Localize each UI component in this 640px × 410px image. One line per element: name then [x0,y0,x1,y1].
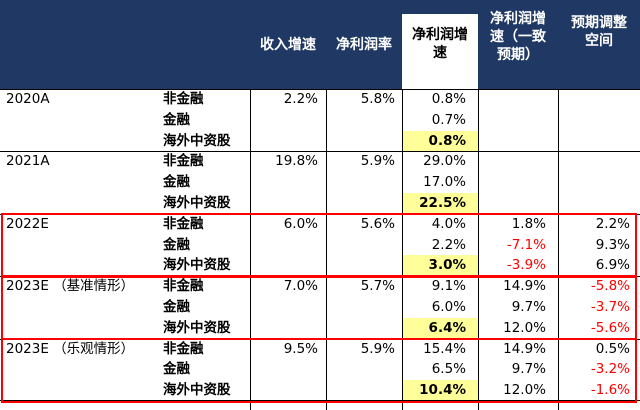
table-bottom [0,400,640,401]
value-cell: -3.7% [590,299,630,315]
header-line: 预期调整 [571,15,627,31]
value-cell: 29.0% [423,153,466,169]
value-cell: -3.2% [590,361,630,377]
header-adjustment-space: 预期调整 空间 [558,14,640,50]
header-line: 速（一致 [490,29,546,45]
row-label: 非金融 [163,341,204,357]
header-line: 净利润率 [336,37,392,53]
forecast-group-box [1,338,637,403]
header-line: 净利润增 [412,27,468,43]
value-cell: 6.4% [428,320,466,336]
row-label: 金融 [163,299,190,315]
value-cell: 12.0% [503,382,546,398]
column-divider [250,89,251,410]
group-label: 2022E [6,216,49,232]
highlight-cell [402,131,478,151]
value-cell: 9.7% [511,299,546,315]
row-label: 非金融 [163,153,204,169]
header-net-profit-growth: 净利润增 速 [402,14,478,89]
row-label: 非金融 [163,278,204,294]
column-divider [558,89,559,410]
group-divider [0,89,640,90]
value-cell: 5.7% [360,278,395,294]
group-label: 2023E （乐观情形） [6,341,135,357]
value-cell: 5.9% [360,153,395,169]
value-cell: -5.8% [590,278,630,294]
value-cell: 0.8% [428,133,466,149]
value-cell: 17.0% [423,174,466,190]
row-label: 海外中资股 [163,133,231,149]
value-cell: 6.9% [595,257,630,273]
column-divider [478,89,479,410]
column-divider [402,89,403,410]
highlight-cell [402,255,478,275]
row-label: 海外中资股 [163,195,231,211]
value-cell: 22.5% [419,195,466,211]
highlight-cell [402,318,478,338]
group-label: 2020A [6,91,50,107]
row-label: 海外中资股 [163,257,231,273]
value-cell: 6.0% [431,299,466,315]
value-cell: 19.8% [275,153,318,169]
value-cell: 0.8% [431,91,466,107]
header-net-margin: 净利润率 [326,36,402,54]
row-label: 金融 [163,112,190,128]
value-cell: 3.0% [428,257,466,273]
row-label: 海外中资股 [163,320,231,336]
value-cell: 15.4% [423,341,466,357]
value-cell: 6.5% [431,361,466,377]
value-cell: -3.9% [506,257,546,273]
value-cell: 5.8% [360,91,395,107]
value-cell: 7.0% [283,278,318,294]
header-line: 净利润增 [490,11,546,27]
value-cell: 0.5% [595,341,630,357]
value-cell: 9.1% [431,278,466,294]
forecast-group-box [1,275,637,340]
value-cell: -7.1% [506,237,546,253]
row-label: 非金融 [163,216,204,232]
value-cell: 4.0% [431,216,466,232]
value-cell: 0.7% [431,112,466,128]
value-cell: 2.2% [283,91,318,107]
header-line: 收入增速 [260,37,316,53]
value-cell: 5.6% [360,216,395,232]
group-label: 2021A [6,153,50,169]
header-line: 预期） [497,47,539,63]
value-cell: 9.5% [283,341,318,357]
value-cell: -5.6% [590,320,630,336]
row-label: 海外中资股 [163,382,231,398]
header-consensus-growth: 净利润增 速（一致 预期） [478,10,558,64]
header-line: 空间 [585,33,613,49]
header-revenue-growth: 收入增速 [250,36,326,54]
value-cell: 9.7% [511,361,546,377]
value-cell: 12.0% [503,320,546,336]
value-cell: 2.2% [595,216,630,232]
header-line: 速 [433,45,447,61]
forecast-group-box [1,213,637,278]
value-cell: 14.9% [503,341,546,357]
group-label: 2023E （基准情形） [6,278,135,294]
group-divider [0,151,640,152]
value-cell: 6.0% [283,216,318,232]
highlight-cell [402,193,478,213]
value-cell: 2.2% [431,237,466,253]
value-cell: 10.4% [419,382,466,398]
highlight-cell [402,380,478,400]
row-label: 金融 [163,237,190,253]
value-cell: 1.8% [511,216,546,232]
row-label: 金融 [163,361,190,377]
value-cell: 9.3% [595,237,630,253]
row-label: 金融 [163,174,190,190]
value-cell: 14.9% [503,278,546,294]
column-divider [326,89,327,410]
value-cell: -1.6% [590,382,630,398]
table-header: 收入增速 净利润率 净利润增 速 净利润增 速（一致 预期） 预期调整 空间 [0,0,640,89]
value-cell: 5.9% [360,341,395,357]
row-label: 非金融 [163,91,204,107]
